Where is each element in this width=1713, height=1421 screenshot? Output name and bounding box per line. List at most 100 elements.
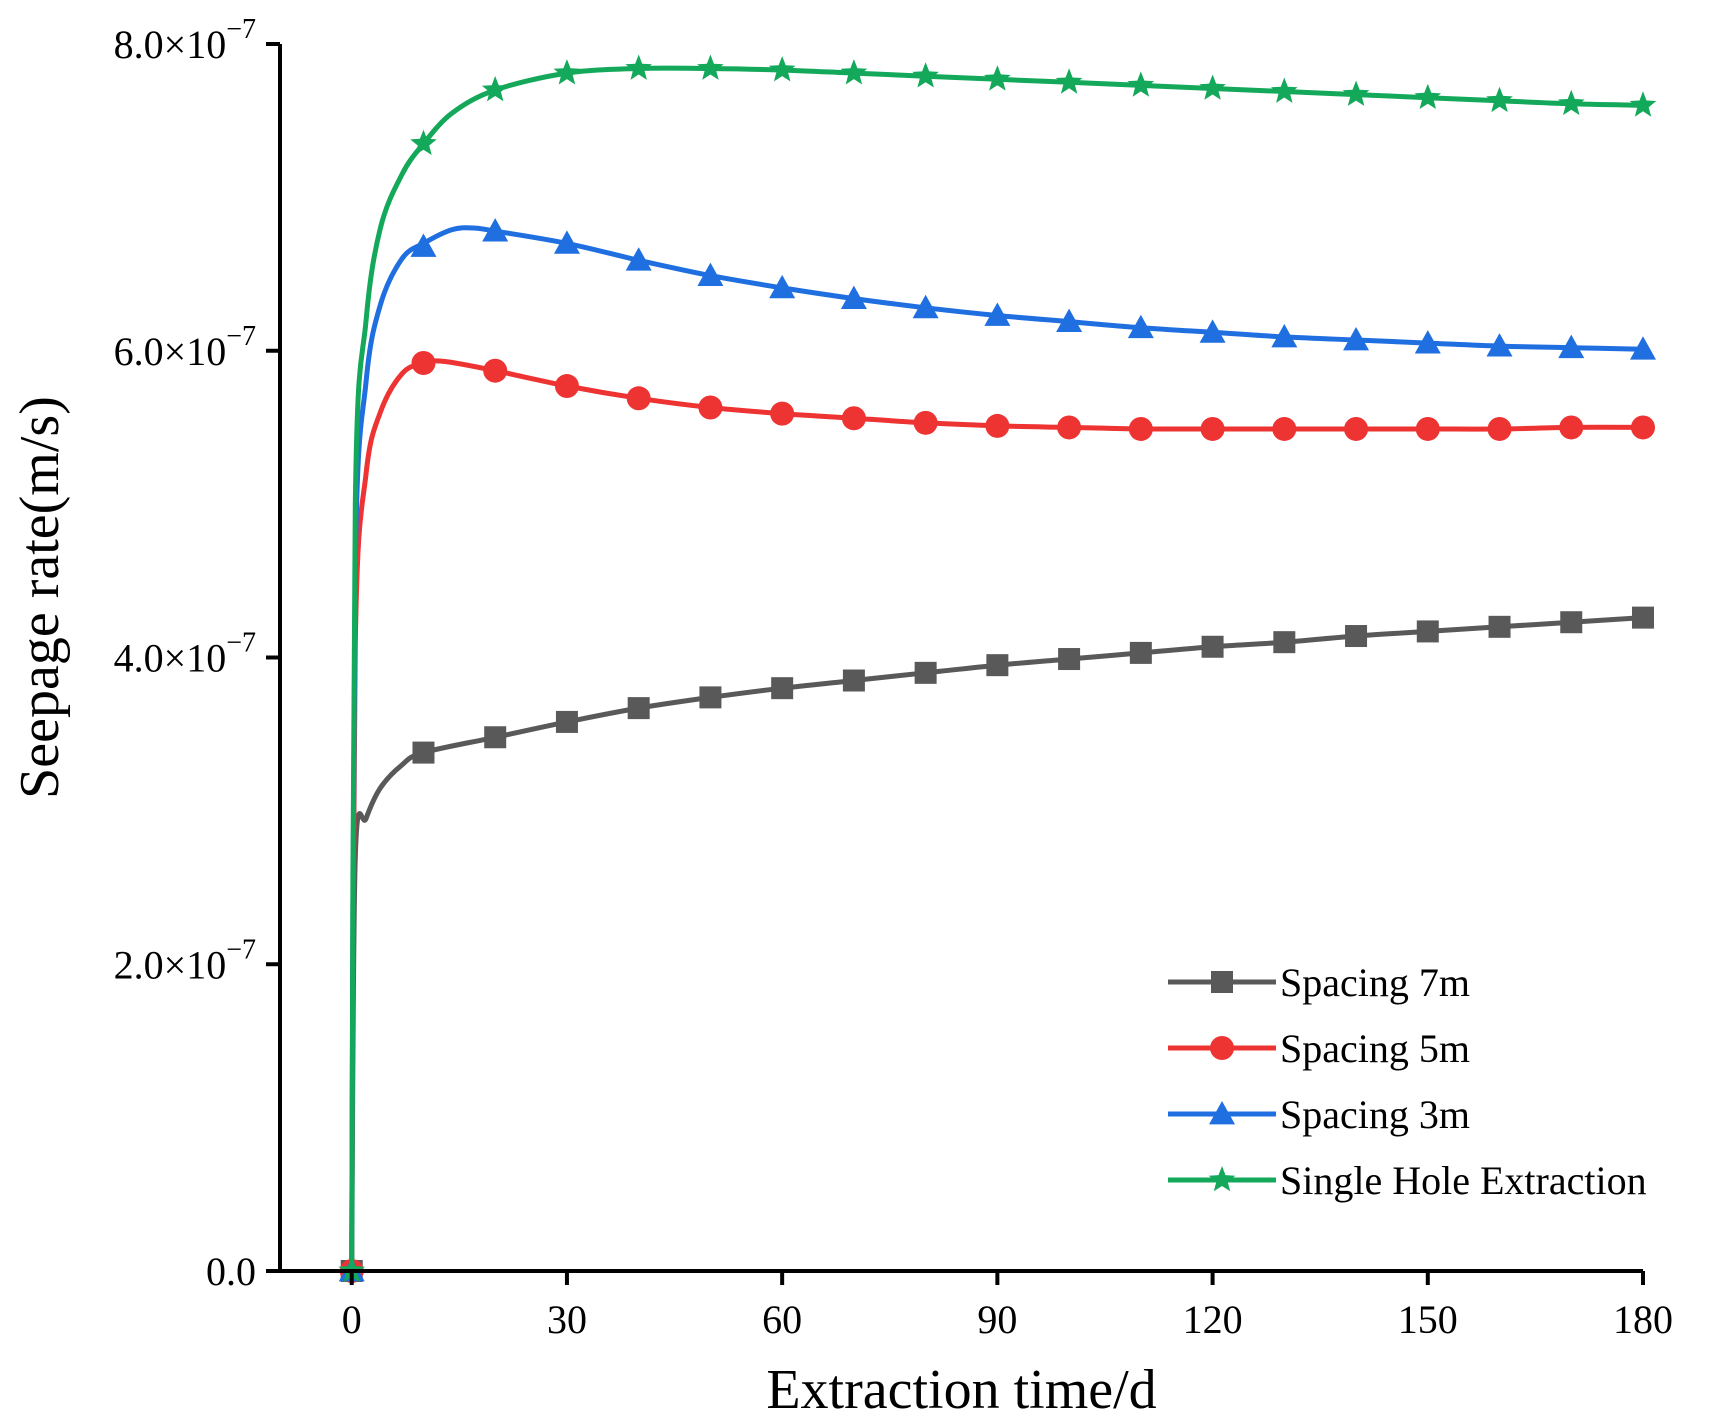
- data-point-single-hole-extraction: [1199, 74, 1226, 100]
- data-point-spacing-3m: [1558, 334, 1585, 359]
- legend-label: Single Hole Extraction: [1280, 1158, 1647, 1203]
- data-point-spacing-5m: [1128, 416, 1153, 441]
- data-point-spacing-7m: [699, 686, 722, 709]
- data-point-spacing-5m: [1200, 416, 1225, 441]
- x-tick-label: 90: [977, 1297, 1017, 1342]
- data-point-spacing-7m: [484, 726, 507, 749]
- x-axis-title: Extraction time/d: [766, 1359, 1156, 1421]
- data-point-spacing-5m: [1057, 415, 1082, 440]
- x-tick-label: 180: [1613, 1297, 1673, 1342]
- y-tick-label: 0.0: [206, 1249, 256, 1294]
- legend-swatch-marker: [1211, 971, 1233, 993]
- data-point-spacing-7m: [1273, 631, 1296, 654]
- data-point-single-hole-extraction: [1271, 77, 1298, 103]
- data-point-spacing-5m: [1415, 416, 1440, 441]
- y-tick-label: 4.0×10−7: [114, 628, 256, 681]
- data-point-spacing-3m: [984, 302, 1011, 326]
- data-point-spacing-7m: [914, 661, 937, 684]
- legend-swatch-marker: [1210, 1036, 1234, 1060]
- data-point-spacing-5m: [626, 386, 651, 411]
- data-point-spacing-5m: [1344, 416, 1369, 441]
- data-point-spacing-7m: [986, 654, 1009, 677]
- data-point-single-hole-extraction: [553, 59, 581, 85]
- data-point-spacing-7m: [1129, 641, 1152, 664]
- legend-label: Spacing 5m: [1280, 1026, 1470, 1071]
- data-point-single-hole-extraction: [1629, 91, 1657, 117]
- data-point-spacing-3m: [1486, 333, 1513, 357]
- data-point-spacing-5m: [554, 374, 579, 399]
- data-point-spacing-3m: [1414, 330, 1441, 354]
- data-point-spacing-5m: [985, 413, 1010, 438]
- data-point-spacing-3m: [1056, 308, 1083, 333]
- data-point-spacing-3m: [1127, 314, 1154, 339]
- series-spacing-3m: [338, 218, 1656, 1282]
- data-point-spacing-3m: [410, 233, 437, 257]
- legend-label: Spacing 3m: [1280, 1092, 1470, 1137]
- legend-label: Spacing 7m: [1280, 960, 1470, 1005]
- legend-swatch-marker: [1208, 1166, 1236, 1192]
- data-point-spacing-7m: [627, 697, 650, 720]
- data-point-single-hole-extraction: [481, 76, 509, 102]
- data-point-spacing-3m: [912, 294, 939, 319]
- data-point-spacing-5m: [1487, 416, 1512, 441]
- x-tick-label: 30: [547, 1297, 587, 1342]
- data-point-spacing-7m: [555, 710, 578, 733]
- data-point-spacing-5m: [483, 358, 508, 383]
- data-point-spacing-5m: [1559, 415, 1584, 440]
- data-point-spacing-7m: [1201, 635, 1224, 658]
- y-tick-label: 8.0×10−7: [114, 14, 256, 67]
- data-point-spacing-3m: [553, 230, 580, 254]
- series-single-hole-extraction: [338, 54, 1657, 1283]
- data-point-single-hole-extraction: [697, 54, 724, 80]
- series-spacing-5m: [339, 351, 1655, 1283]
- data-point-spacing-3m: [840, 285, 867, 310]
- data-point-spacing-7m: [1058, 648, 1081, 671]
- data-point-single-hole-extraction: [1557, 89, 1585, 116]
- data-point-spacing-7m: [1345, 625, 1368, 648]
- data-point-spacing-7m: [842, 669, 865, 692]
- data-point-spacing-5m: [411, 351, 436, 376]
- data-point-single-hole-extraction: [912, 62, 939, 88]
- legend: Spacing 7m Spacing 5m Spacing 3m Single Hol…: [1168, 960, 1647, 1203]
- data-point-single-hole-extraction: [1414, 83, 1442, 109]
- data-point-single-hole-extraction: [1486, 86, 1513, 113]
- legend-item-single-hole-extraction: Single Hole Extraction: [1168, 1158, 1647, 1203]
- axes-layer: 0 30 60 90 120 150 180 0.0 2.0×10−7 4.0×10−7 6.0×1…: [9, 14, 1673, 1421]
- data-point-single-hole-extraction: [410, 129, 437, 155]
- data-point-single-hole-extraction: [840, 59, 868, 85]
- data-point-spacing-3m: [1271, 323, 1298, 348]
- legend-item-spacing-7m: Spacing 7m: [1168, 960, 1470, 1005]
- data-point-spacing-5m: [1631, 415, 1655, 440]
- series-spacing-7m: [340, 606, 1654, 1282]
- x-tick-label: 60: [762, 1297, 802, 1342]
- data-point-spacing-3m: [625, 247, 652, 271]
- x-tick-label: 0: [342, 1297, 362, 1342]
- data-point-spacing-7m: [412, 741, 435, 764]
- series-layer: [338, 54, 1657, 1283]
- data-point-spacing-5m: [1272, 416, 1297, 441]
- data-point-single-hole-extraction: [768, 56, 796, 82]
- legend-item-spacing-3m: Spacing 3m: [1168, 1092, 1470, 1137]
- data-point-spacing-7m: [1416, 620, 1439, 643]
- data-point-single-hole-extraction: [625, 54, 652, 80]
- data-point-spacing-5m: [841, 406, 866, 431]
- data-point-spacing-5m: [913, 410, 938, 435]
- data-point-spacing-3m: [1199, 319, 1226, 343]
- data-point-spacing-7m: [771, 677, 794, 700]
- data-point-spacing-7m: [1632, 606, 1654, 629]
- y-axis-title: Seepage rate(m/s): [9, 396, 71, 799]
- legend-swatch-marker: [1209, 1101, 1235, 1125]
- data-point-spacing-3m: [482, 218, 509, 242]
- data-point-spacing-7m: [1488, 615, 1511, 638]
- legend-item-spacing-5m: Spacing 5m: [1168, 1026, 1470, 1071]
- data-point-spacing-3m: [769, 274, 796, 299]
- y-tick-label: 6.0×10−7: [114, 321, 256, 374]
- data-point-spacing-3m: [697, 262, 724, 286]
- data-point-spacing-5m: [770, 401, 795, 426]
- x-tick-label: 150: [1398, 1297, 1458, 1342]
- data-point-single-hole-extraction: [1342, 80, 1370, 106]
- data-point-spacing-7m: [1560, 611, 1583, 634]
- data-point-spacing-5m: [698, 395, 723, 420]
- data-point-single-hole-extraction: [1127, 71, 1155, 97]
